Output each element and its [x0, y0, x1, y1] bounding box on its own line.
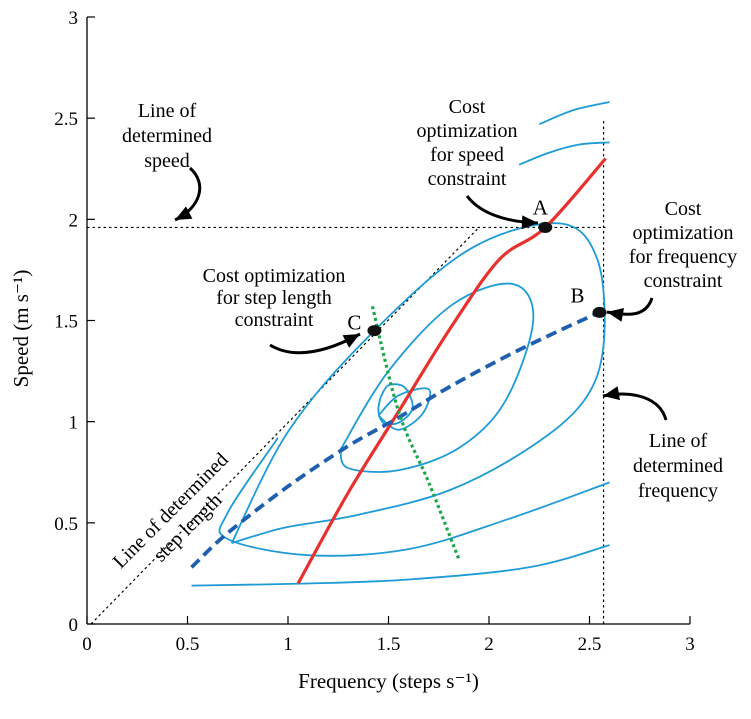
y-tick-label: 2: [69, 210, 79, 231]
x-tick-label: 3: [685, 634, 695, 655]
cost-contour-6: [191, 544, 610, 587]
annotation-speed-constraint-line: optimization: [416, 120, 517, 142]
annotation-speed-constraint-line: Cost: [449, 96, 486, 118]
speed-constraint-optima-curve: [296, 157, 607, 585]
optimum-points: A B C: [347, 195, 607, 337]
arrow-determined-speed: [174, 166, 202, 222]
y-axis-label: Speed (m s⁻¹): [9, 270, 33, 388]
annotation-speed-constraint: Cost optimization for speed constraint: [416, 96, 517, 190]
annotation-determined-speed-line: determined: [122, 125, 212, 147]
x-tick-label: 1: [283, 634, 293, 655]
arrow-speed-constraint: [465, 195, 539, 230]
annotation-speed-constraint-line: constraint: [428, 168, 507, 190]
annotation-step-length-constraint-line: for step length: [216, 287, 332, 309]
annotation-determined-frequency-line: Line of: [649, 430, 708, 452]
x-tick-label: 0: [82, 634, 92, 655]
frequency-constraint-optima-curve: [190, 310, 601, 569]
contour-lines: [191, 101, 610, 587]
annotation-frequency-constraint-line: Cost: [665, 198, 702, 220]
x-tick-label: 1.5: [377, 634, 401, 655]
point-a-label: A: [533, 195, 549, 219]
cost-contour-4: [230, 222, 606, 544]
y-tick-label: 0.5: [54, 514, 78, 535]
annotation-determined-speed: Line of determined speed: [122, 100, 212, 172]
annotation-determined-speed-line: Line of: [138, 100, 197, 122]
x-tick-label: 0.5: [176, 634, 200, 655]
point-b-marker: [592, 306, 607, 318]
annotation-determined-frequency: Line of determined frequency: [633, 430, 723, 502]
y-tick-label: 2.5: [54, 109, 78, 130]
annotation-determined-frequency-line: determined: [633, 455, 723, 477]
y-tick-label: 1: [69, 413, 79, 434]
annotation-speed-constraint-line: for speed: [430, 144, 504, 166]
annotation-frequency-constraint-line: optimization: [632, 222, 733, 244]
annotation-step-length-constraint: Cost optimization for step length constrai…: [203, 265, 346, 331]
y-tick-label: 3: [69, 8, 79, 29]
y-tick-label: 1.5: [54, 312, 78, 333]
x-axis-label: Frequency (steps s⁻¹): [298, 669, 479, 693]
annotation-step-length-constraint-line: Cost optimization: [203, 265, 346, 287]
cost-contour-3: [339, 282, 535, 473]
point-b-label: B: [571, 283, 585, 307]
arrow-determined-frequency: [602, 386, 668, 421]
x-tick-label: 2: [484, 634, 494, 655]
point-c-marker: [367, 325, 382, 337]
annotation-step-length-constraint-line: constraint: [235, 309, 314, 331]
step-length-constraint-optima-curve: [370, 305, 461, 560]
annotation-determined-step-length-group: Line of determinedstep length: [109, 449, 250, 590]
cost-contour-5: [218, 437, 610, 557]
arrow-frequency-constraint: [606, 297, 654, 322]
annotation-determined-frequency-line: frequency: [638, 480, 718, 502]
point-a-marker: [538, 221, 553, 233]
y-tick-label: 0: [69, 615, 79, 636]
arrow-frequency-constraint-head: [607, 308, 624, 322]
annotation-determined-step-length: Line of determinedstep length: [109, 449, 250, 590]
arrow-speed-constraint-head: [521, 215, 538, 230]
cost-contour-7: [518, 141, 610, 166]
annotation-determined-speed-line: speed: [144, 150, 190, 172]
arrow-determined-speed-head: [175, 206, 193, 220]
arrow-step-length-constraint-head: [342, 334, 360, 348]
axes: 0 0.5 1 1.5 2 2.5 3 0 0.5 1 1.5 2 2.5 3 Frequency (ste…: [9, 8, 695, 693]
point-c-label: C: [347, 311, 361, 335]
arrow-determined-frequency-head: [603, 386, 620, 401]
cost-contour-8: [538, 101, 610, 126]
annotation-frequency-constraint: Cost optimization for frequency constraint: [629, 198, 737, 292]
x-tick-label: 2.5: [578, 634, 602, 655]
annotation-frequency-constraint-line: for frequency: [629, 246, 737, 268]
annotation-frequency-constraint-line: constraint: [644, 270, 723, 292]
arrow-step-length-constraint: [269, 332, 361, 355]
